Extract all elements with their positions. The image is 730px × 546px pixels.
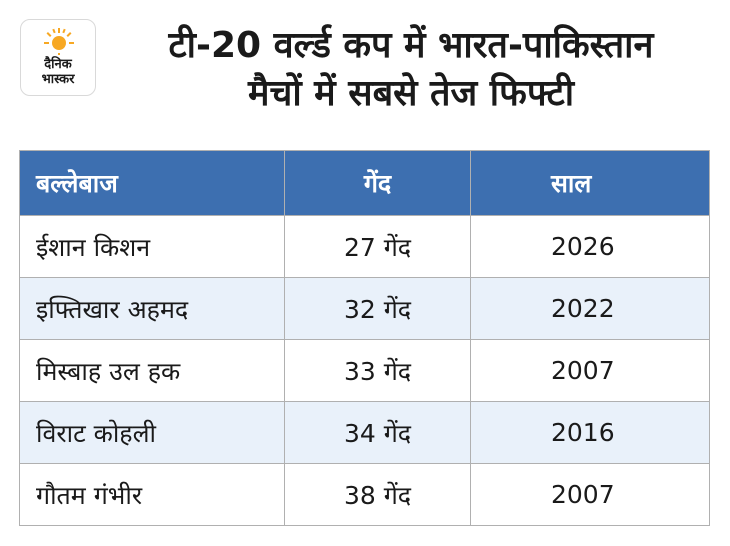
- cell-batsman: गौतम गंभीर: [19, 463, 285, 526]
- cell-balls: 32 गेंद: [284, 277, 471, 340]
- table-row: गौतम गंभीर 38 गेंद 2007: [19, 463, 710, 526]
- brand-logo: दैनिक भास्कर: [20, 19, 96, 96]
- cell-batsman: ईशान किशन: [19, 215, 285, 278]
- cell-balls: 27 गेंद: [284, 215, 471, 278]
- title-line-2: मैचों में सबसे तेज फिफ्टी: [247, 73, 575, 114]
- header-year: साल: [470, 150, 710, 216]
- cell-year: 2007: [470, 339, 710, 402]
- cell-year: 2026: [470, 215, 710, 278]
- fastest-fifty-table: बल्लेबाज गेंद साल ईशान किशन 27 गेंद 2026…: [19, 150, 710, 526]
- cell-year: 2022: [470, 277, 710, 340]
- table-header-row: बल्लेबाज गेंद साल: [19, 150, 710, 216]
- sun-icon: [44, 28, 74, 55]
- table-row: विराट कोहली 34 गेंद 2016: [19, 401, 710, 464]
- cell-balls: 38 गेंद: [284, 463, 471, 526]
- cell-batsman: इफ्तिखार अहमद: [19, 277, 285, 340]
- table-row: ईशान किशन 27 गेंद 2026: [19, 215, 710, 278]
- table-row: इफ्तिखार अहमद 32 गेंद 2022: [19, 277, 710, 340]
- cell-batsman: विराट कोहली: [19, 401, 285, 464]
- cell-balls: 33 गेंद: [284, 339, 471, 402]
- table-row: मिस्बाह उल हक 33 गेंद 2007: [19, 339, 710, 402]
- title-line-1: टी-20 वर्ल्ड कप में भारत-पाकिस्तान: [168, 25, 654, 66]
- logo-wordmark: दैनिक भास्कर: [41, 57, 75, 87]
- header-balls: गेंद: [284, 150, 471, 216]
- cell-batsman: मिस्बाह उल हक: [19, 339, 285, 402]
- cell-balls: 34 गेंद: [284, 401, 471, 464]
- header-batsman: बल्लेबाज: [19, 150, 285, 216]
- page-title: टी-20 वर्ल्ड कप में भारत-पाकिस्तान मैचों…: [106, 22, 716, 118]
- cell-year: 2007: [470, 463, 710, 526]
- cell-year: 2016: [470, 401, 710, 464]
